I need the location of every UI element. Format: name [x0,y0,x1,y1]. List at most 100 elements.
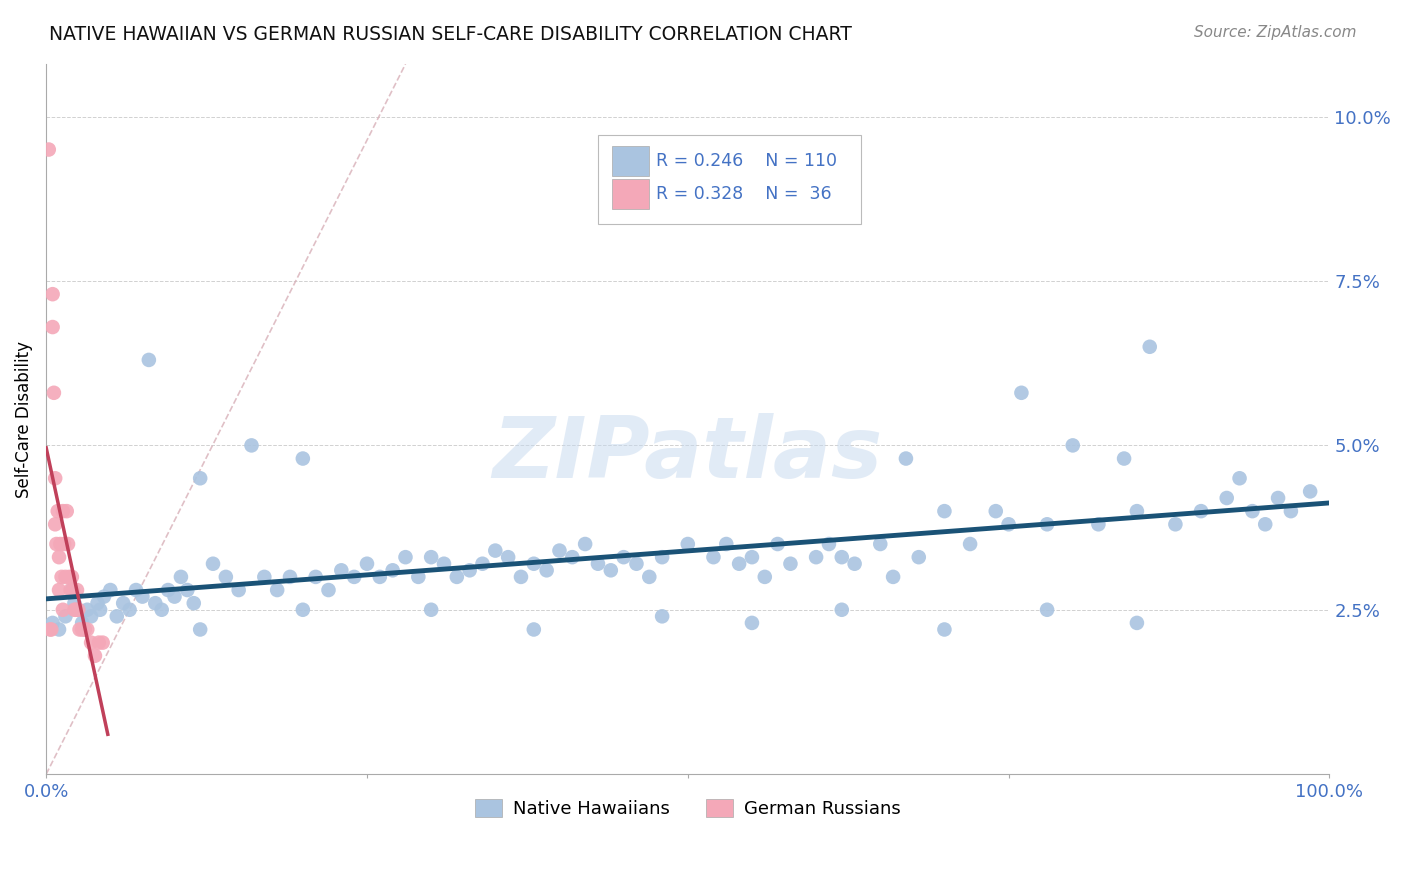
Point [41,615,63,630]
Point [1112,451,1135,466]
Point [118,603,141,617]
Point [278,570,301,584]
Point [728,557,751,571]
Point [433,557,456,571]
Point [170,570,193,584]
Point [86,596,108,610]
Point [613,550,636,565]
Point [240,438,263,452]
Point [73,623,96,637]
Point [934,623,956,637]
Point [91,635,114,649]
Point [253,570,276,584]
Point [1126,504,1149,518]
Point [80,609,103,624]
Point [446,570,468,584]
Point [882,570,904,584]
Point [63,596,86,610]
Point [561,550,583,565]
Point [959,537,981,551]
Point [41,623,63,637]
Point [67,603,90,617]
Point [55,504,77,518]
Point [471,557,494,571]
Point [38,143,60,157]
Point [63,603,86,617]
Point [702,550,724,565]
Point [105,609,128,624]
Point [343,570,366,584]
Point [55,570,77,584]
Point [1036,603,1059,617]
Point [48,582,70,597]
Point [1126,615,1149,630]
Point [59,582,82,597]
FancyBboxPatch shape [612,145,650,176]
Point [45,537,67,551]
Point [49,537,72,551]
Point [394,550,416,565]
Point [408,570,430,584]
Point [420,603,443,617]
Point [1139,340,1161,354]
Text: R = 0.328    N =  36: R = 0.328 N = 36 [655,185,831,203]
Point [586,557,609,571]
Point [1241,504,1264,518]
Y-axis label: Self-Care Disability: Self-Care Disability [15,341,32,498]
Point [143,596,166,610]
Point [183,596,205,610]
Point [305,570,328,584]
Point [202,557,225,571]
Point [1062,438,1084,452]
Point [1215,491,1237,505]
Point [89,603,111,617]
Point [1254,517,1277,532]
Point [98,582,121,597]
Point [368,570,391,584]
Point [536,563,558,577]
Point [70,615,93,630]
Point [39,623,62,637]
Point [51,570,73,584]
Point [112,596,135,610]
Point [741,550,763,565]
Point [626,557,648,571]
Point [65,603,87,617]
Point [138,352,160,367]
Point [52,504,75,518]
Point [125,582,148,597]
Point [1229,471,1251,485]
Point [984,504,1007,518]
Point [69,623,91,637]
Point [62,582,84,597]
Point [496,550,519,565]
Point [70,623,93,637]
Point [318,582,340,597]
Point [41,320,63,334]
Point [651,550,673,565]
Point [93,590,115,604]
Point [1036,517,1059,532]
Point [84,648,107,663]
Point [741,615,763,630]
Point [188,623,211,637]
Point [215,570,238,584]
Point [716,537,738,551]
Point [66,582,89,597]
Point [52,603,75,617]
Point [831,550,853,565]
Point [80,635,103,649]
Point [87,635,110,649]
Point [766,537,789,551]
Point [188,471,211,485]
Point [228,582,250,597]
Point [291,603,314,617]
Point [523,623,546,637]
Point [676,537,699,551]
Point [48,550,70,565]
Point [56,537,79,551]
Point [997,517,1019,532]
Text: R = 0.246    N = 110: R = 0.246 N = 110 [655,152,837,169]
Point [60,570,83,584]
Point [266,582,288,597]
